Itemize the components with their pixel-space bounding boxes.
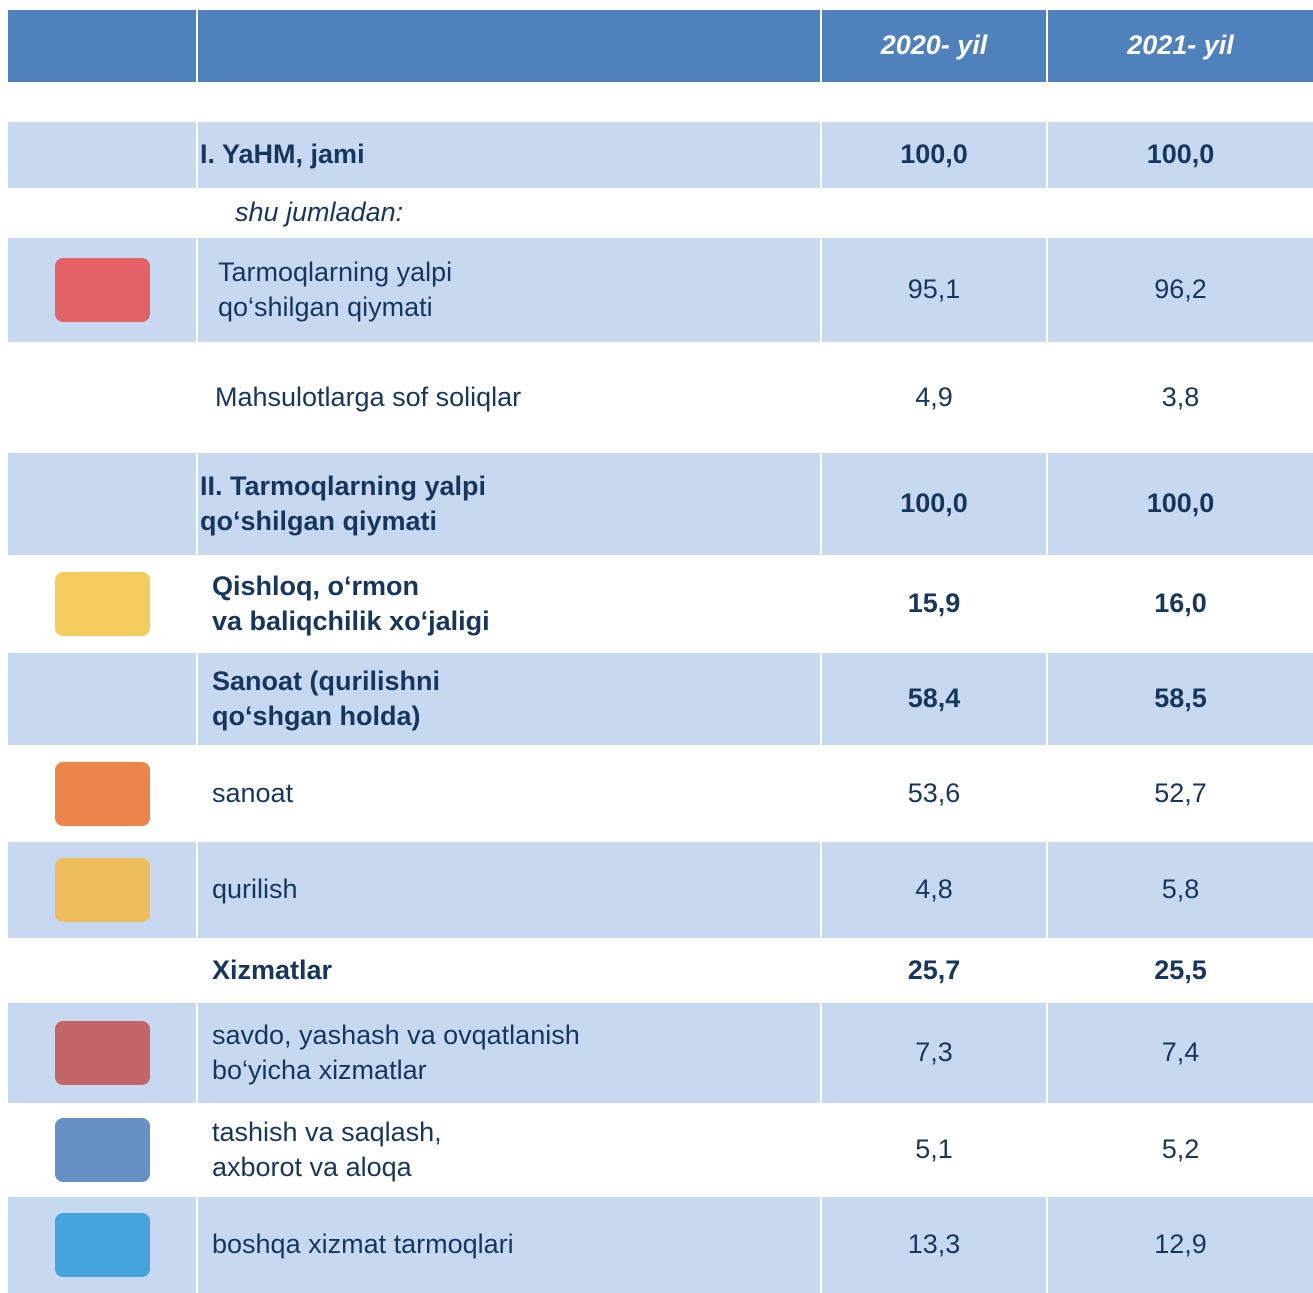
- value-cell: 5,8: [1048, 842, 1313, 938]
- icon-cell: [8, 342, 196, 453]
- row-icon: [55, 761, 150, 826]
- empty-cell: [1048, 188, 1313, 238]
- value-cell: 25,5: [1154, 954, 1207, 985]
- value-cell: 96,2: [1048, 238, 1313, 342]
- row-label: Tarmoqlarning yalpi qo‘shilgan qiymati: [198, 238, 820, 342]
- row-icon: [55, 1118, 150, 1182]
- row-label: Sanoat (qurilishni qo‘shgan holda): [198, 653, 820, 745]
- value-cell: 52,7: [1154, 777, 1207, 808]
- value-cell: 100,0: [822, 453, 1046, 555]
- row-label: Mahsulotlarga sof soliqlar: [215, 381, 522, 412]
- row-label: I. YaHM, jami: [198, 122, 820, 188]
- value-cell: 95,1: [822, 238, 1046, 342]
- row-icon: [55, 1021, 150, 1085]
- row-icon: [55, 572, 150, 636]
- row-label: Qishloq, o‘rmon va baliqchilik xo‘jaligi: [212, 570, 490, 636]
- value-cell: 5,1: [915, 1134, 953, 1165]
- icon-cell: [8, 653, 196, 745]
- value-cell: 100,0: [1048, 122, 1313, 188]
- column-header: 2020- yil: [822, 10, 1046, 82]
- empty-cell: [822, 188, 1046, 238]
- row-icon: [55, 1213, 150, 1277]
- row-icon: [55, 858, 150, 922]
- value-cell: 3,8: [1161, 381, 1200, 412]
- column-header: 2021- yil: [1048, 10, 1313, 82]
- value-cell: 58,5: [1048, 653, 1313, 745]
- row-label: qurilish: [198, 842, 820, 938]
- row-label: II. Tarmoqlarning yalpi qo‘shilgan qiyma…: [198, 453, 820, 555]
- value-cell: 7,3: [822, 1003, 1046, 1103]
- value-cell: 15,9: [907, 588, 961, 619]
- value-cell: 7,4: [1048, 1003, 1313, 1103]
- value-cell: 16,0: [1154, 588, 1207, 619]
- row-label: shu jumladan:: [235, 197, 404, 228]
- icon-cell: [8, 453, 196, 555]
- row-label: sanoat: [212, 777, 294, 808]
- value-cell: 13,3: [822, 1197, 1046, 1293]
- value-cell: 100,0: [1048, 453, 1313, 555]
- icon-cell: [8, 188, 196, 238]
- value-cell: 4,9: [915, 381, 953, 412]
- row-icon: [55, 258, 150, 322]
- icon-cell: [8, 938, 196, 1003]
- value-cell: 25,7: [907, 954, 961, 985]
- row-label: savdo, yashash va ovqatlanish bo‘yicha x…: [198, 1003, 820, 1103]
- value-cell: 5,2: [1161, 1134, 1200, 1165]
- icon-cell: [8, 122, 196, 188]
- value-cell: 12,9: [1048, 1197, 1313, 1293]
- value-cell: 100,0: [822, 122, 1046, 188]
- value-cell: 58,4: [822, 653, 1046, 745]
- row-label: tashish va saqlash, axborot va aloqa: [212, 1116, 442, 1182]
- row-label: boshqa xizmat tarmoqlari: [198, 1197, 820, 1293]
- row-label: Xizmatlar: [212, 954, 333, 985]
- header-cell: [8, 10, 196, 82]
- value-cell: 53,6: [907, 777, 961, 808]
- header-cell: [198, 10, 820, 82]
- value-cell: 4,8: [822, 842, 1046, 938]
